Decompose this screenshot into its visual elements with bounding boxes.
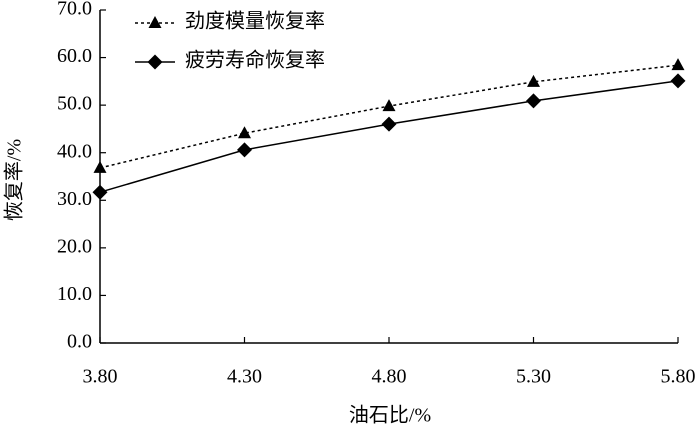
x-tick-label: 5.30 bbox=[516, 366, 551, 388]
x-tick-label: 3.80 bbox=[83, 366, 118, 388]
legend-label: 疲劳寿命恢复率 bbox=[185, 49, 325, 72]
marker bbox=[93, 160, 107, 173]
x-tick-label: 5.80 bbox=[661, 366, 696, 388]
y-tick-label: 10.0 bbox=[57, 283, 92, 305]
marker bbox=[527, 74, 540, 87]
y-tick-label: 60.0 bbox=[57, 45, 92, 67]
y-axis-label: 恢复率/% bbox=[3, 139, 26, 221]
x-tick-label: 4.80 bbox=[372, 366, 407, 388]
marker bbox=[382, 99, 396, 112]
y-tick-label: 70.0 bbox=[57, 0, 92, 20]
x-tick-label: 4.30 bbox=[227, 366, 262, 388]
marker bbox=[381, 116, 397, 132]
marker bbox=[237, 142, 252, 158]
legend-label: 劲度模量恢复率 bbox=[185, 10, 325, 33]
series-line bbox=[99, 64, 679, 169]
marker bbox=[670, 73, 686, 89]
marker bbox=[238, 126, 251, 139]
marker bbox=[671, 58, 685, 71]
legend-marker bbox=[147, 54, 163, 70]
legend-marker bbox=[148, 16, 162, 28]
series-line bbox=[99, 80, 679, 193]
y-tick-label: 50.0 bbox=[57, 93, 92, 115]
x-axis-label: 油石比/% bbox=[349, 404, 431, 427]
marker bbox=[526, 93, 541, 109]
y-tick-label: 20.0 bbox=[57, 235, 92, 257]
y-tick-label: 30.0 bbox=[57, 188, 92, 210]
y-tick-label: 0.0 bbox=[67, 331, 92, 353]
y-tick-label: 40.0 bbox=[57, 140, 92, 162]
marker bbox=[92, 184, 108, 200]
